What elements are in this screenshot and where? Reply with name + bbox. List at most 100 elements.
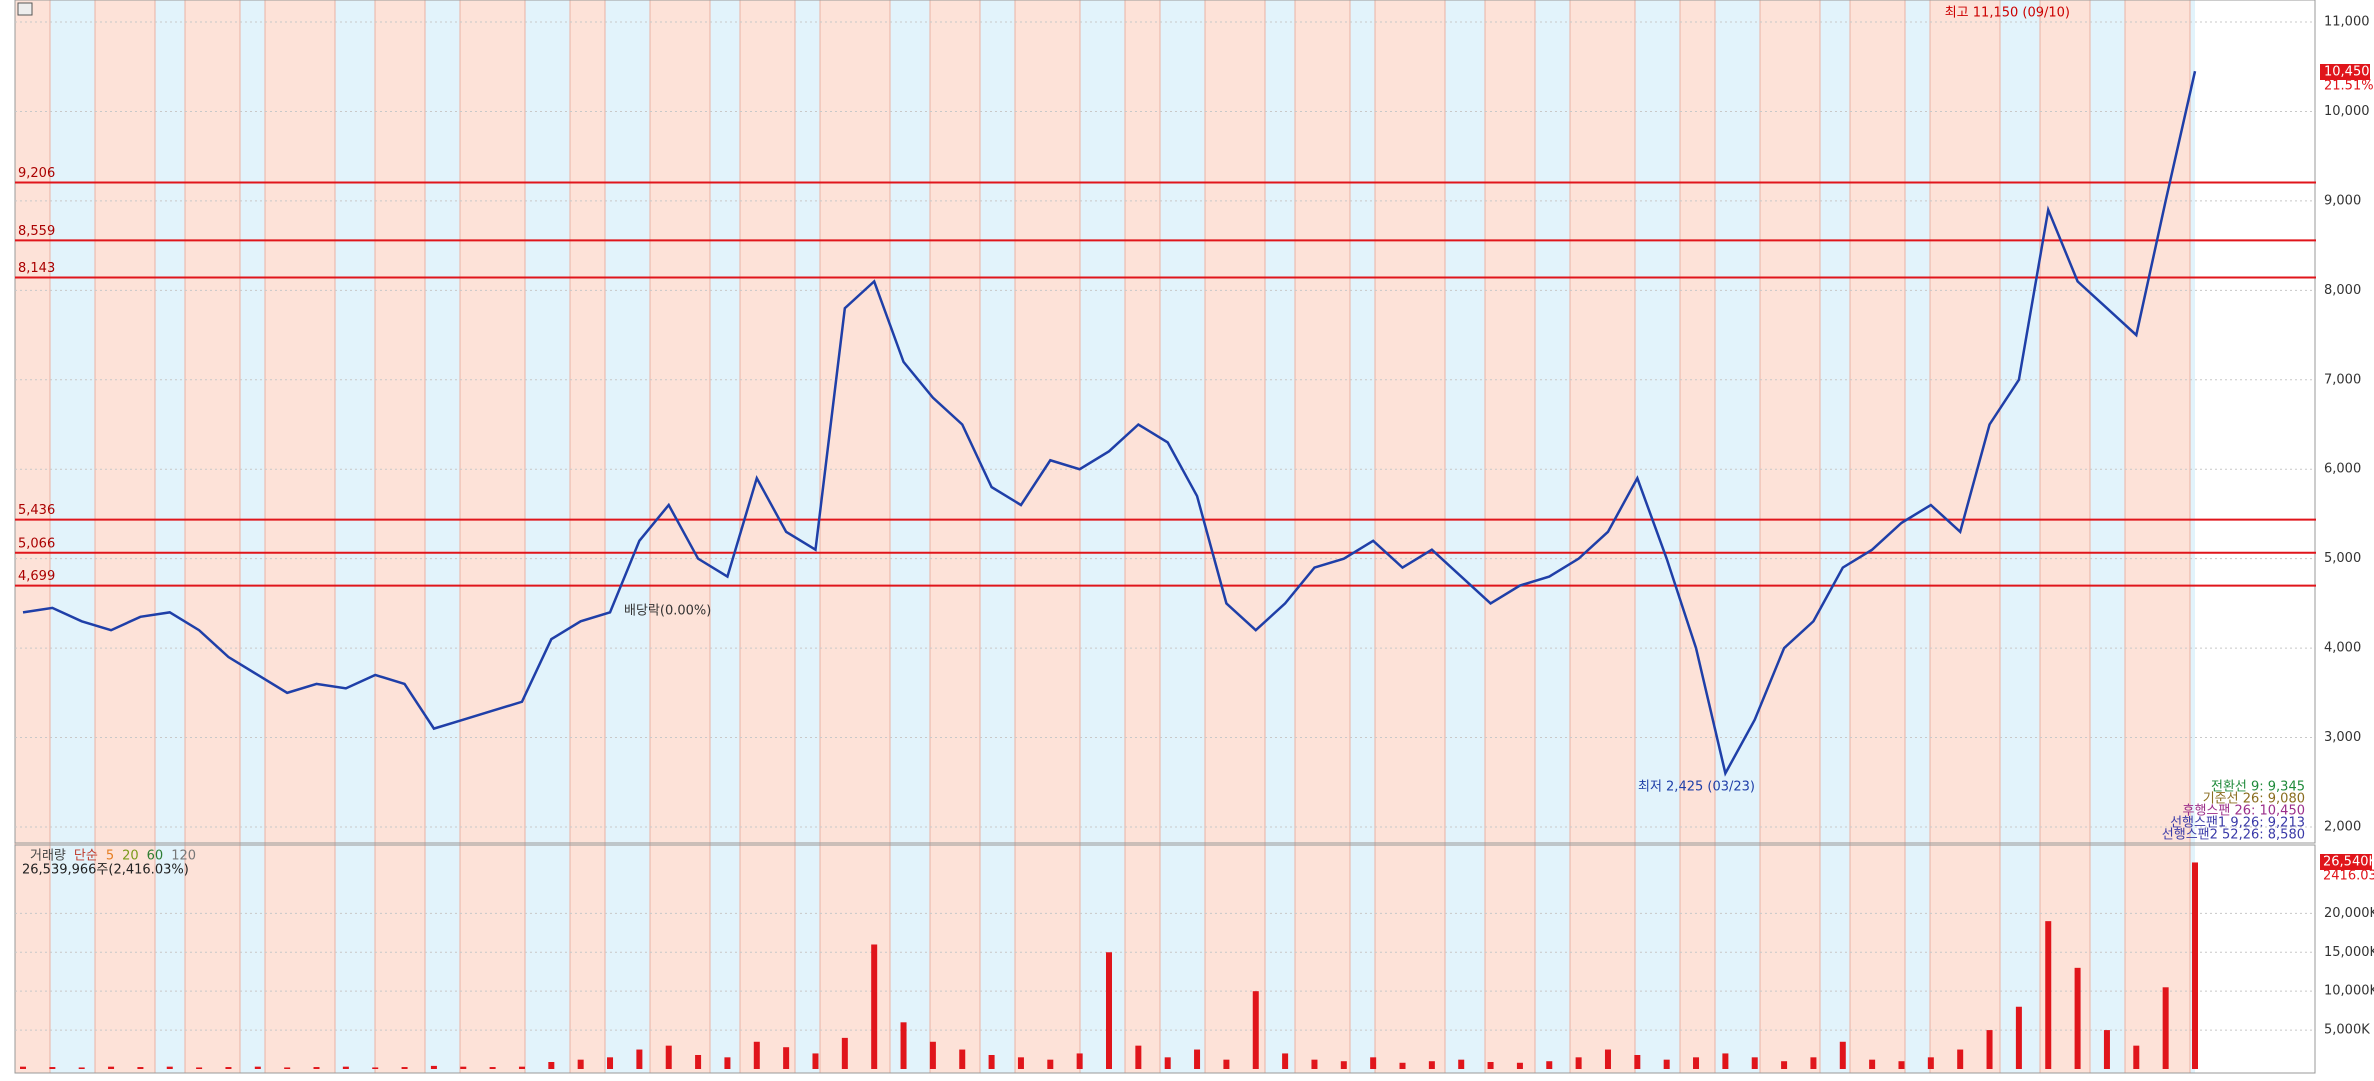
indicator-legend: 기준선 26: 9,080 bbox=[2203, 792, 2305, 807]
background-band bbox=[820, 0, 890, 1073]
volume-bar bbox=[2074, 967, 2081, 1069]
background-band bbox=[1930, 0, 2000, 1073]
volume-bar bbox=[78, 1067, 85, 1069]
volume-bar bbox=[1223, 1059, 1230, 1069]
volume-bar bbox=[430, 1065, 437, 1069]
volume-bar bbox=[1986, 1030, 1993, 1069]
background-band bbox=[1715, 0, 1760, 1073]
volume-bar bbox=[254, 1066, 261, 1069]
y-tick-label: 11,000 bbox=[2324, 15, 2370, 30]
background-band bbox=[1205, 0, 1265, 1073]
level-label: 4,699 bbox=[18, 569, 55, 584]
volume-last-change: 2416.03% bbox=[2323, 869, 2374, 884]
volume-bar bbox=[284, 1067, 291, 1069]
volume-bar bbox=[1898, 1061, 1905, 1069]
volume-bar bbox=[724, 1057, 731, 1069]
volume-bar bbox=[49, 1067, 56, 1069]
level-label: 8,143 bbox=[18, 261, 55, 276]
annotation: 배당락(0.00%) bbox=[624, 604, 711, 619]
indicator-legend: 전환선 9: 9,345 bbox=[2211, 780, 2305, 795]
volume-bar bbox=[2192, 862, 2198, 1069]
volume-bar bbox=[1693, 1057, 1700, 1069]
background-band bbox=[375, 0, 425, 1073]
volume-tick-label: 5,000K bbox=[2324, 1023, 2370, 1038]
volume-tick-label: 10,000K bbox=[2324, 984, 2374, 999]
indicator-legend: 선행스팬1 9,26: 9,213 bbox=[2170, 815, 2305, 831]
background-band bbox=[265, 0, 335, 1073]
volume-bar bbox=[1047, 1059, 1054, 1069]
indicator-legend: 선행스팬2 52,26: 8,580 bbox=[2162, 827, 2305, 843]
background-band bbox=[740, 0, 795, 1073]
background-band bbox=[335, 0, 375, 1073]
background-band bbox=[1535, 0, 1570, 1073]
background-band bbox=[460, 0, 525, 1073]
background-band bbox=[1350, 0, 1375, 1073]
volume-bar bbox=[959, 1049, 966, 1069]
background-band bbox=[155, 0, 185, 1073]
last-price: 10,450 bbox=[2324, 65, 2370, 80]
background-band bbox=[980, 0, 1015, 1073]
background-band bbox=[710, 0, 740, 1073]
volume-bar bbox=[1957, 1049, 1964, 1069]
y-tick-label: 7,000 bbox=[2324, 372, 2361, 387]
volume-total: 26,539,966주(2,416.03%) bbox=[22, 863, 189, 878]
volume-last-box bbox=[2320, 854, 2372, 870]
volume-bar bbox=[548, 1061, 555, 1069]
background-band bbox=[1015, 0, 1080, 1073]
volume-bar bbox=[1370, 1057, 1377, 1069]
indicator-legend: 후행스팬 26: 10,450 bbox=[2182, 803, 2305, 819]
background-band bbox=[570, 0, 605, 1073]
background-band bbox=[1160, 0, 1205, 1073]
volume-bar bbox=[1399, 1062, 1406, 1069]
volume-bar bbox=[166, 1066, 173, 1069]
background-band bbox=[1080, 0, 1125, 1073]
background-band bbox=[425, 0, 460, 1073]
background-band bbox=[1680, 0, 1715, 1073]
volume-bar bbox=[665, 1045, 672, 1069]
volume-bar bbox=[2162, 987, 2169, 1069]
volume-bar bbox=[2015, 1006, 2022, 1069]
volume-tick-label: 15,000K bbox=[2324, 945, 2374, 960]
volume-bar bbox=[812, 1053, 819, 1069]
volume-bar bbox=[783, 1047, 790, 1069]
volume-bar bbox=[1781, 1061, 1788, 1069]
volume-bar bbox=[460, 1066, 467, 1069]
volume-bar bbox=[1252, 991, 1259, 1069]
volume-bar bbox=[372, 1067, 379, 1069]
volume-bar bbox=[1311, 1059, 1318, 1069]
background-band bbox=[1265, 0, 1295, 1073]
background-band bbox=[1760, 0, 1820, 1073]
background-band bbox=[890, 0, 930, 1073]
y-tick-label: 6,000 bbox=[2324, 462, 2361, 477]
background-band bbox=[240, 0, 265, 1073]
background-band bbox=[1445, 0, 1485, 1073]
volume-bar bbox=[1164, 1057, 1171, 1069]
annotation: 최저 2,425 (03/23) bbox=[1638, 780, 1755, 795]
background-band bbox=[650, 0, 710, 1073]
volume-bar bbox=[2045, 921, 2052, 1069]
y-tick-label: 9,000 bbox=[2324, 193, 2361, 208]
volume-legend: 20 bbox=[122, 849, 139, 864]
volume-bar bbox=[900, 1022, 907, 1069]
y-tick-label: 8,000 bbox=[2324, 283, 2361, 298]
volume-bar bbox=[577, 1059, 584, 1069]
volume-bar bbox=[1194, 1049, 1201, 1069]
level-label: 8,559 bbox=[18, 224, 55, 239]
volume-bar bbox=[1487, 1061, 1494, 1069]
background-band bbox=[1850, 0, 1905, 1073]
background-band bbox=[95, 0, 155, 1073]
last-price-box bbox=[2320, 64, 2370, 80]
background-band bbox=[1125, 0, 1160, 1073]
volume-bar bbox=[1135, 1045, 1142, 1069]
volume-bar bbox=[1546, 1061, 1553, 1069]
menu-icon[interactable] bbox=[17, 2, 33, 16]
volume-bar bbox=[313, 1067, 320, 1069]
y-tick-label: 2,000 bbox=[2324, 820, 2361, 835]
volume-bar bbox=[108, 1066, 115, 1069]
volume-bar bbox=[1751, 1057, 1758, 1069]
volume-bar bbox=[1604, 1049, 1611, 1069]
background-band bbox=[795, 0, 820, 1073]
background-band bbox=[930, 0, 980, 1073]
background-band bbox=[2190, 0, 2195, 1073]
volume-legend: 5 bbox=[106, 849, 114, 864]
